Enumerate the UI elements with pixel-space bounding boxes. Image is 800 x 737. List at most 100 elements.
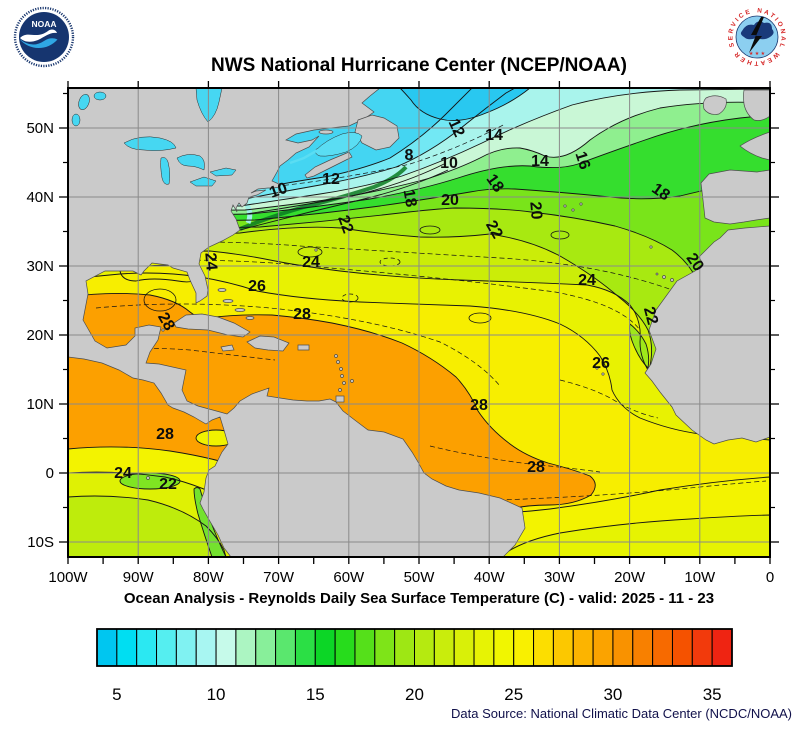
- land-azores: [571, 208, 575, 212]
- land-americas: [68, 88, 526, 557]
- land-bahamas: [217, 288, 227, 292]
- x-axis-label: 50W: [404, 569, 436, 586]
- colorbar-cell: [473, 628, 495, 667]
- land-jamaica: [220, 344, 235, 352]
- contour-line: [399, 88, 531, 121]
- land-antilles-islet: [342, 381, 346, 385]
- dashed-contour: [299, 477, 767, 501]
- nws-logo-lightning-icon: [749, 17, 764, 53]
- eddy-contour: [550, 230, 570, 240]
- noaa-logo-text: NOAA: [31, 19, 56, 29]
- nws-logo: NATIONAL WEATHER SERVICE ★ ★ ★: [725, 5, 789, 69]
- land-bermuda: [314, 248, 318, 252]
- colorbar-cell: [572, 628, 594, 667]
- colorbar-cell: [592, 628, 614, 667]
- eddy-contour: [468, 312, 492, 324]
- land-madeira: [649, 245, 653, 249]
- contour-line: [68, 495, 227, 557]
- dashed-contour: [99, 259, 641, 331]
- contour-value-label: 28: [527, 459, 545, 476]
- colorbar: 5 10 15 20 25 30 35: [96, 628, 733, 704]
- lake-michigan: [160, 157, 171, 185]
- colorbar-tick-label: 35: [703, 685, 722, 704]
- dashed-contour: [259, 123, 506, 189]
- contour-line: [68, 114, 770, 557]
- contour-value-label: 26: [248, 278, 266, 295]
- colorbar-cell: [552, 628, 574, 667]
- colorbar-cell: [711, 628, 733, 667]
- lake-huron: [176, 154, 205, 171]
- land-nova-scotia: [304, 151, 353, 179]
- x-axis-label: 30W: [544, 569, 576, 586]
- northern-lake: [71, 113, 81, 127]
- land-antilles-islet: [338, 388, 342, 392]
- contour-value-label: 12: [322, 171, 340, 188]
- contour-value-label: 8: [405, 147, 414, 164]
- contour-value-label: 10: [440, 155, 458, 172]
- colorbar-tick-label: 30: [603, 685, 622, 704]
- contour-value-label: 14: [531, 153, 549, 170]
- contour-line: [68, 176, 770, 557]
- land-azores: [563, 204, 567, 208]
- noaa-logo: NOAA: [13, 6, 75, 68]
- x-axis-label: 90W: [123, 569, 155, 586]
- contour-value-label: 22: [640, 305, 661, 327]
- y-axis-label: 10S: [27, 534, 54, 551]
- colorbar-cell: [294, 628, 316, 667]
- colorbar-cell: [533, 628, 554, 667]
- noaa-logo-gull-icon: [20, 29, 57, 42]
- noaa-logo-sky: [19, 12, 69, 62]
- colorbar-cell: [394, 628, 415, 667]
- land-azores: [579, 202, 583, 206]
- contour-line: [193, 487, 227, 557]
- contour-value-label: 10: [267, 180, 290, 202]
- colorbar-cell: [136, 628, 158, 667]
- eddy-contour: [419, 225, 441, 235]
- land-cape-verde: [601, 372, 605, 376]
- lake-winnipeg: [78, 94, 90, 110]
- land-cape-verde: [595, 366, 599, 370]
- contour-value-label: 24: [302, 254, 320, 271]
- sst-southeast-band: [500, 515, 770, 557]
- land-bahamas: [234, 308, 246, 312]
- colorbar-tick-label: 15: [306, 685, 325, 704]
- colorbar-cell: [354, 628, 376, 667]
- colorbar-cell: [235, 628, 257, 667]
- y-axis-label: 50N: [26, 120, 54, 137]
- eddy-contour: [297, 246, 323, 258]
- latlon-grid: [68, 88, 770, 557]
- x-axis-label: 0: [766, 569, 774, 586]
- sst-band-6: [400, 88, 530, 121]
- contour-value-label: 24: [201, 252, 219, 271]
- colorbar-cell: [671, 628, 693, 667]
- solid-contour: [239, 169, 449, 231]
- colorbar-tick-label: 25: [504, 685, 523, 704]
- contour-value-label: 28: [470, 397, 488, 414]
- y-axis-label: 40N: [26, 189, 54, 206]
- x-axis-label: 20W: [614, 569, 646, 586]
- colorbar-cell: [116, 628, 138, 667]
- colorbar-cell: [414, 628, 435, 667]
- land-anticosti: [318, 129, 334, 135]
- colorbar-cell: [374, 628, 396, 667]
- colorbar-cell: [453, 628, 475, 667]
- land-galapagos: [146, 476, 150, 480]
- land-antilles-islet: [340, 374, 344, 378]
- colorbar-cell: [215, 628, 237, 667]
- colorbar-cell: [652, 628, 673, 667]
- contour-value-label: 28: [156, 426, 174, 443]
- colorbar-cell: [156, 628, 177, 667]
- land-antilles-islet: [336, 360, 340, 364]
- colorbar-cell: [195, 628, 217, 667]
- x-axis-label: 80W: [193, 569, 225, 586]
- eddy-contour: [341, 293, 359, 303]
- y-axis-label: 20N: [26, 327, 54, 344]
- contour-value-label: 28: [293, 306, 311, 323]
- land-france: [739, 131, 770, 161]
- colorbar-tick-label: 10: [207, 685, 226, 704]
- st-lawrence-river: [289, 148, 319, 165]
- contour-line: [68, 250, 770, 557]
